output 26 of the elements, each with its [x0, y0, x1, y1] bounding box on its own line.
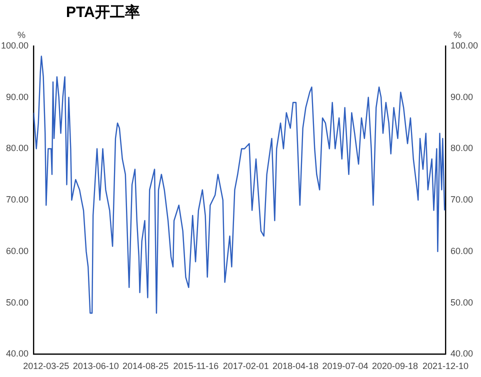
x-tick-label: 2012-03-25	[23, 361, 70, 372]
x-tick-label: 2021-12-10	[422, 361, 468, 372]
y-tick-label: 60.00	[6, 246, 29, 256]
y-tick-label: 90.00	[6, 92, 29, 102]
y2-tick-label: 100.00	[450, 40, 478, 50]
y2-tick-label: 40.00	[450, 348, 474, 359]
x-tick-label: 2017-02-01	[222, 361, 269, 372]
y-axis-title: %	[18, 30, 26, 40]
x-tick-label: 2019-07-04	[322, 361, 368, 372]
y2-tick-label: 80.00	[450, 143, 474, 154]
y-tick-label: 80.00	[6, 143, 29, 154]
x-tick-label: 2014-08-25	[122, 361, 169, 372]
chart-title: PTA开工率	[66, 3, 140, 21]
x-tick-label: 2018-04-18	[272, 361, 319, 372]
y-tick-label: 70.00	[6, 194, 29, 205]
y2-axis-title: %	[453, 30, 462, 40]
y-tick-label: 100.00	[0, 40, 29, 50]
y-tick-label: 40.00	[6, 348, 29, 359]
y2-tick-label: 60.00	[450, 246, 474, 256]
y2-tick-label: 90.00	[450, 92, 474, 102]
y-tick-label: 50.00	[6, 297, 29, 308]
x-tick-label: 2020-09-18	[372, 361, 418, 372]
x-tick-label: 2013-06-10	[72, 361, 119, 372]
x-tick-label: 2015-11-16	[173, 361, 219, 372]
y2-tick-label: 50.00	[450, 297, 474, 308]
y2-tick-label: 70.00	[450, 194, 474, 205]
